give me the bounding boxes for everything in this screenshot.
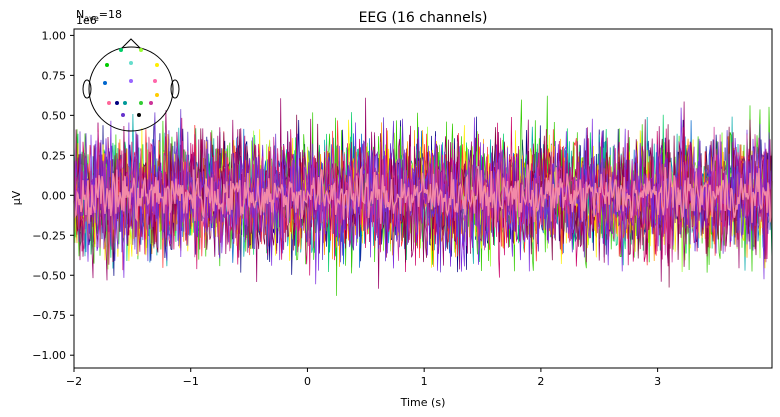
y-tick-label: 0.25	[42, 149, 67, 162]
sensor-dot	[139, 101, 143, 105]
sensor-dot	[121, 113, 125, 117]
x-tick-label: −1	[183, 375, 199, 388]
n-ave-value: =18	[99, 8, 122, 21]
y-tick-label: 0.00	[42, 189, 67, 202]
sensor-dot	[115, 101, 119, 105]
eeg-channel-trace	[73, 162, 773, 228]
sensor-dot	[103, 81, 107, 85]
sensor-dot	[149, 101, 153, 105]
plot-frame	[73, 28, 773, 369]
y-tick-label: −0.25	[32, 229, 66, 242]
sensor-dot	[119, 48, 123, 52]
eeg-channel-trace	[73, 109, 773, 273]
axes-layer	[73, 28, 773, 369]
x-tick-label: −2	[66, 375, 82, 388]
x-tick-label: 0	[304, 375, 311, 388]
x-tick-label: 1	[421, 375, 428, 388]
n-ave-annotation: Nave=18	[76, 8, 122, 23]
y-tick-label: −0.75	[32, 309, 66, 322]
y-offset-text: 1e6	[76, 14, 97, 27]
sensor-dot	[155, 93, 159, 97]
chart-title: EEG (16 channels)	[359, 10, 488, 26]
sensor-dot	[129, 79, 133, 83]
n-ave-subscript: ave	[84, 14, 99, 23]
y-tick-label: −0.50	[32, 269, 66, 282]
sensor-dot	[129, 61, 133, 65]
sensor-dot	[123, 101, 127, 105]
series-layer	[73, 95, 773, 296]
sensor-dot	[107, 101, 111, 105]
sensor-dot	[105, 63, 109, 67]
sensor-dot	[139, 48, 143, 52]
x-axis-label: Time (s)	[400, 396, 446, 409]
y-tick-label: 1.00	[42, 29, 67, 42]
sensor-dot	[153, 79, 157, 83]
head-outline	[88, 46, 174, 132]
n-ave-letter: N	[76, 8, 84, 21]
y-tick-label: 0.50	[42, 109, 67, 122]
eeg-channel-trace	[73, 126, 773, 263]
x-tick-label: 3	[654, 375, 661, 388]
y-tick-label: −1.00	[32, 349, 66, 362]
y-axis-label: µV	[10, 190, 23, 205]
sensor-dot	[137, 113, 141, 117]
sensor-dot	[155, 63, 159, 67]
head-nose	[121, 38, 141, 49]
ticks-layer: −2 −1 0 1 2 3 −1.00 −0.75 −0.50 −0.25 0.00 0.25 0.50…	[32, 29, 661, 388]
y-tick-label: 0.75	[42, 69, 67, 82]
x-tick-label: 2	[537, 375, 544, 388]
sensor-inset	[82, 38, 180, 132]
